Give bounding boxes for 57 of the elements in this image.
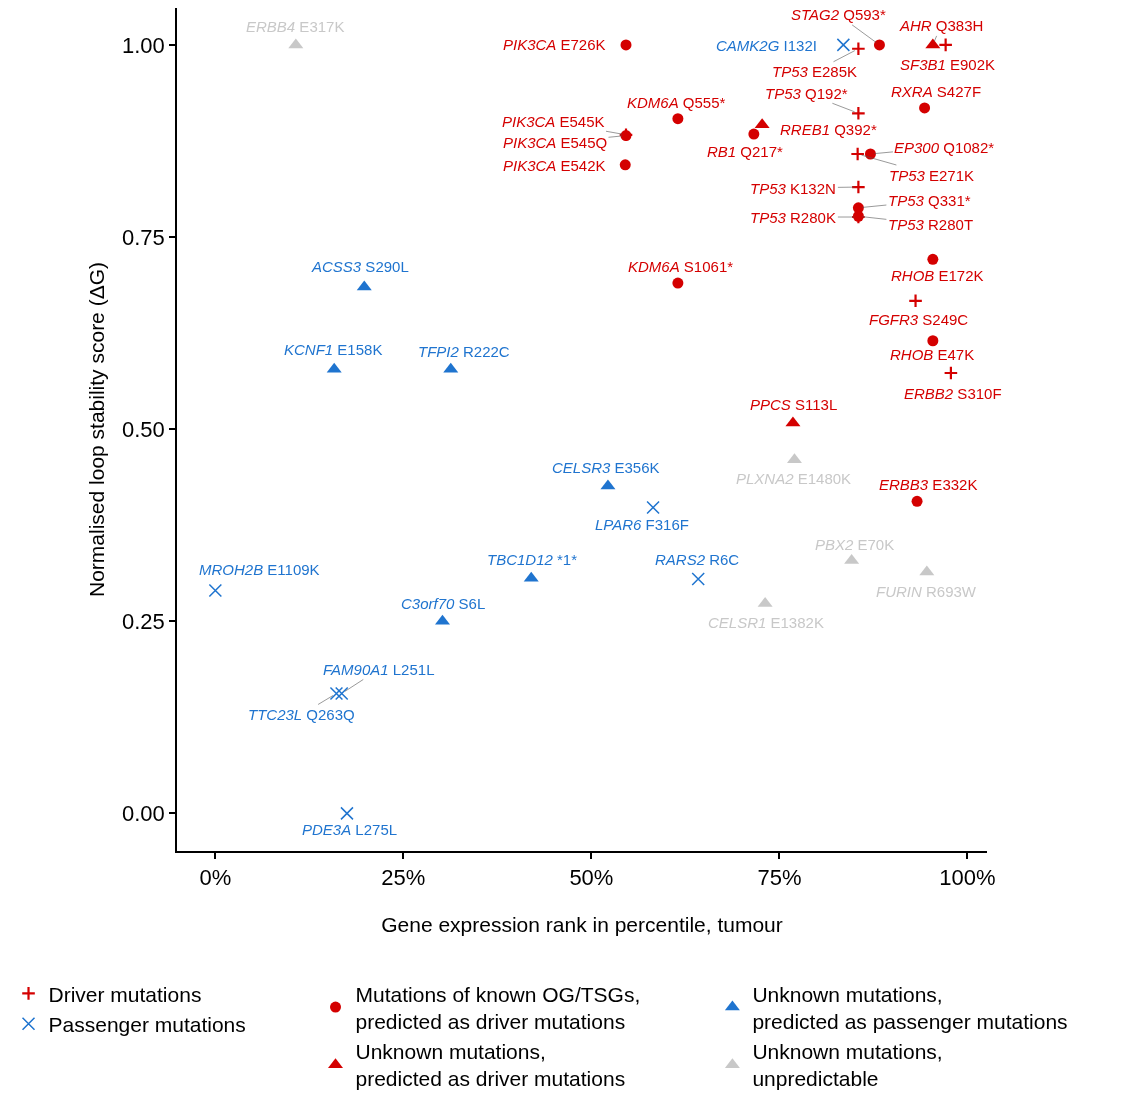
data-label: CAMK2G I132I <box>716 37 817 54</box>
y-tick-label: 0.75 <box>122 224 165 250</box>
data-label: TP53 E271K <box>889 167 975 184</box>
data-label: EP300 Q1082* <box>894 139 995 156</box>
data-label: RARS2 R6C <box>655 551 740 568</box>
data-label: RHOB E47K <box>890 346 975 363</box>
data-label: TP53 Q192* <box>765 85 848 102</box>
data-label: PIK3CA E545Q <box>503 134 608 151</box>
data-label: FGFR3 S249C <box>869 311 969 328</box>
x-tick-label: 25% <box>381 865 426 891</box>
data-label: SF3B1 E902K <box>900 56 996 73</box>
legend-label: Mutations of known OG/TSGs, predicted as driver mutations <box>355 982 641 1033</box>
x-tick-label: 100% <box>939 865 996 891</box>
data-label: PIK3CA E542K <box>503 157 606 174</box>
y-tick-label: 0.25 <box>122 608 165 634</box>
data-label: KDM6A S1061* <box>628 258 734 275</box>
data-label: ERBB3 E332K <box>879 476 978 493</box>
legend-label: Passenger mutations <box>48 1012 246 1036</box>
data-label: FAM90A1 L251L <box>323 661 435 678</box>
x-tick-label: 75% <box>757 865 802 891</box>
data-label: KCNF1 E158K <box>284 341 383 358</box>
data-label: RHOB E172K <box>891 267 984 284</box>
legend-label: Unknown mutations, predicted as passenger mutations <box>752 982 1068 1033</box>
data-label: MROH2B E1109K <box>199 561 320 578</box>
data-label: TP53 E285K <box>772 63 858 80</box>
data-label: TP53 Q331* <box>888 192 971 209</box>
data-label: TP53 R280T <box>888 216 974 233</box>
data-label: KDM6A Q555* <box>627 94 726 111</box>
data-label: PDE3A L275L <box>302 821 398 838</box>
legend-label: Unknown mutations, unpredictable <box>752 1040 943 1091</box>
data-label: TTC23L Q263Q <box>248 706 355 723</box>
legend-label: Unknown mutations, predicted as driver mutations <box>355 1040 626 1091</box>
data-label: AHR Q383H <box>899 17 984 34</box>
data-label: ACSS3 S290L <box>311 258 409 275</box>
y-tick-label: 0.00 <box>122 801 165 827</box>
data-label: C3orf70 S6L <box>401 595 486 612</box>
legend-label: Driver mutations <box>48 982 202 1006</box>
y-axis-title: Normalised loop stability score (ΔG) <box>84 262 108 597</box>
data-label: PPCS S113L <box>750 396 838 413</box>
y-tick-label: 1.00 <box>122 32 165 58</box>
data-label: TP53 K132N <box>750 180 836 197</box>
data-label: RXRA S427F <box>891 83 982 100</box>
data-label: ERBB2 S310F <box>904 385 1002 402</box>
x-tick-label: 50% <box>569 865 614 891</box>
data-label: TFPI2 R222C <box>418 343 510 360</box>
x-axis-title: Gene expression rank in percentile, tumour <box>381 912 783 936</box>
data-label: RREB1 Q392* <box>780 121 877 138</box>
data-label: CELSR3 E356K <box>552 459 660 476</box>
data-label: PIK3CA E545K <box>502 113 605 130</box>
data-label: RB1 Q217* <box>707 143 784 160</box>
x-tick-label: 0% <box>199 865 232 891</box>
data-label: LPAR6 F316F <box>595 516 689 533</box>
data-label: TBC1D12 *1* <box>487 551 578 568</box>
y-tick-label: 0.50 <box>122 416 165 442</box>
data-label: TP53 R280K <box>750 209 836 226</box>
data-label: PIK3CA E726K <box>503 36 606 53</box>
data-label: STAG2 Q593* <box>791 6 886 23</box>
